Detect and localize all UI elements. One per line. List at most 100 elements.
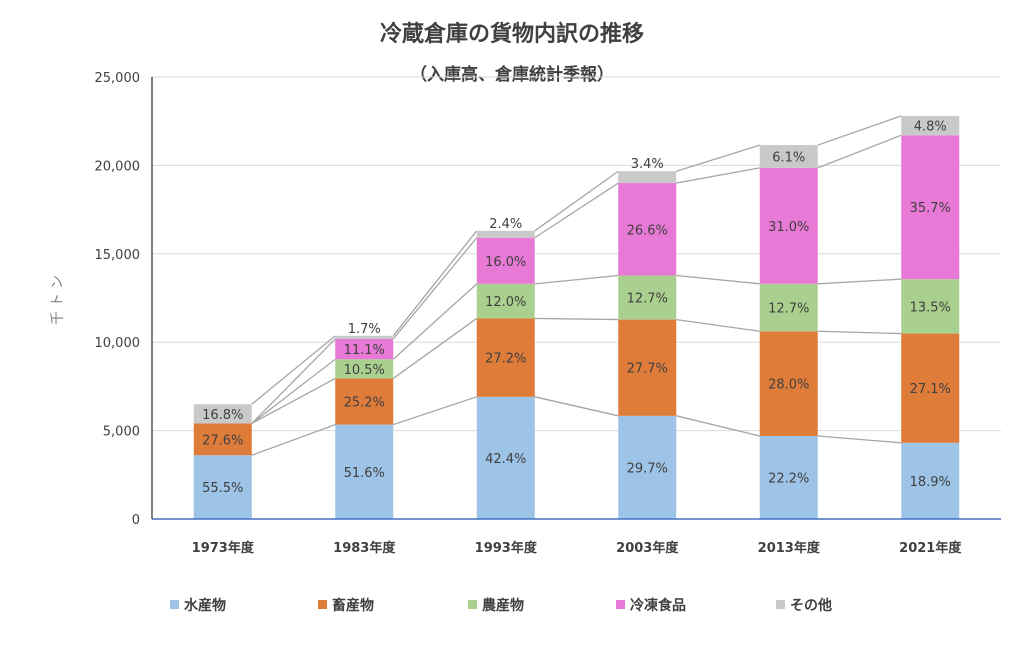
bar-segment xyxy=(901,115,960,136)
x-tick-label: 2013年度 xyxy=(758,540,821,556)
y-tick-label: 10,000 xyxy=(95,336,141,351)
x-tick-label: 1973年度 xyxy=(192,540,255,556)
connector-line xyxy=(676,415,760,437)
data-label: 10.5% xyxy=(344,363,385,378)
connector-line xyxy=(534,317,619,321)
bar-segment xyxy=(618,415,677,519)
connector-line xyxy=(817,134,902,169)
bar-group: 51.6% 25.2% 10.5% 11.1% 1.7% xyxy=(335,322,394,519)
connector-line xyxy=(676,144,760,172)
data-label: 4.8% xyxy=(914,120,947,135)
data-label: 27.7% xyxy=(627,362,668,377)
bar-group: 42.4% 27.2% 12.0% 16.0% 2.4% xyxy=(476,217,535,519)
data-label: 27.1% xyxy=(910,382,951,397)
data-label: 31.0% xyxy=(768,220,809,235)
connector-line xyxy=(251,335,336,405)
legend-swatch xyxy=(616,600,625,609)
chart-title: 冷蔵倉庫の貨物内訳の推移 xyxy=(380,21,644,47)
x-tick-label: 2003年度 xyxy=(616,540,679,556)
chart-subtitle: （入庫高、倉庫統計季報） xyxy=(410,64,614,85)
bar-segment xyxy=(476,237,535,284)
bar-segment xyxy=(335,335,394,339)
data-label: 22.2% xyxy=(768,471,809,486)
y-tick-label: 5,000 xyxy=(103,425,140,440)
data-label: 2.4% xyxy=(489,217,522,232)
data-label: 12.7% xyxy=(627,292,668,307)
x-tick-label: 2021年度 xyxy=(899,540,962,556)
bar-group: 22.2% 28.0% 12.7% 31.0% 6.1% xyxy=(759,145,818,519)
legend-item: 冷凍食品 xyxy=(616,597,686,614)
connector-line xyxy=(251,377,336,425)
connector-line xyxy=(817,435,902,444)
data-label: 26.6% xyxy=(627,223,668,238)
connector-line xyxy=(534,396,619,417)
axes: 0 5,000 10,000 15,000 20,000 25,000 千トン 1973年度 1… xyxy=(50,71,1001,556)
connector-line xyxy=(392,230,478,337)
gridlines xyxy=(152,76,1001,432)
bar-segment xyxy=(901,279,960,334)
connector-lines xyxy=(251,115,902,456)
y-tick-label: 0 xyxy=(132,513,140,528)
bar-segment xyxy=(618,183,677,276)
x-tick-label: 1983年度 xyxy=(333,540,396,556)
bar-segment xyxy=(193,404,252,424)
bar-segment xyxy=(618,275,677,320)
bar-segment xyxy=(901,333,960,443)
y-tick-label: 15,000 xyxy=(95,248,141,263)
bar-segment xyxy=(335,378,394,425)
bar-group: 18.9% 27.1% 13.5% 35.7% 4.8% xyxy=(901,115,960,519)
connector-line xyxy=(817,278,902,285)
bar-group: 55.5% 27.6% 16.8% xyxy=(193,404,252,519)
bar-segment xyxy=(759,145,818,168)
legend-label: 冷凍食品 xyxy=(630,597,686,614)
data-label: 6.1% xyxy=(772,150,805,165)
bar-group: 29.7% 27.7% 12.7% 26.6% 3.4% xyxy=(618,157,677,519)
y-tick-label: 20,000 xyxy=(95,159,141,174)
data-label: 12.7% xyxy=(768,302,809,317)
data-label: 35.7% xyxy=(910,201,951,216)
legend-label: 水産物 xyxy=(184,597,226,614)
data-label: 55.5% xyxy=(202,481,243,496)
bar-segment xyxy=(901,442,960,519)
bar-segment xyxy=(759,283,818,332)
connector-line xyxy=(251,358,336,425)
data-label: 16.8% xyxy=(202,408,243,423)
legend-label: 農産物 xyxy=(482,597,524,614)
legend-item: 畜産物 xyxy=(318,597,374,614)
data-label: 28.0% xyxy=(768,378,809,393)
connector-line xyxy=(392,237,478,340)
legend-swatch xyxy=(468,600,477,609)
data-label: 18.9% xyxy=(910,475,951,490)
connector-line xyxy=(534,274,619,285)
data-label: 29.7% xyxy=(627,461,668,476)
connector-line xyxy=(676,318,760,332)
legend-item: 農産物 xyxy=(468,597,524,614)
bar-segment xyxy=(476,396,535,519)
bar-segment xyxy=(901,135,960,280)
legend-item: 水産物 xyxy=(170,597,226,614)
data-label: 11.1% xyxy=(344,343,385,358)
legend-label: 畜産物 xyxy=(332,597,374,614)
bar-segment xyxy=(193,455,252,519)
bar-segment xyxy=(476,230,535,238)
legend-label: その他 xyxy=(790,597,832,614)
data-label: 51.6% xyxy=(344,466,385,481)
connector-line xyxy=(534,182,619,239)
bar-segment xyxy=(193,423,252,456)
bar-segment xyxy=(335,424,394,519)
data-label: 3.4% xyxy=(631,157,664,172)
connector-line xyxy=(392,283,478,360)
connector-line xyxy=(817,115,902,146)
legend-swatch xyxy=(776,600,785,609)
x-tick-label: 1993年度 xyxy=(475,540,538,556)
data-label: 12.0% xyxy=(485,295,526,310)
connector-line xyxy=(251,423,336,456)
bar-segment xyxy=(476,318,535,397)
bar-segment xyxy=(759,331,818,436)
bar-segment xyxy=(476,283,535,319)
data-label: 27.2% xyxy=(485,352,526,367)
data-label: 27.6% xyxy=(202,433,243,448)
bar-segment xyxy=(618,171,677,184)
